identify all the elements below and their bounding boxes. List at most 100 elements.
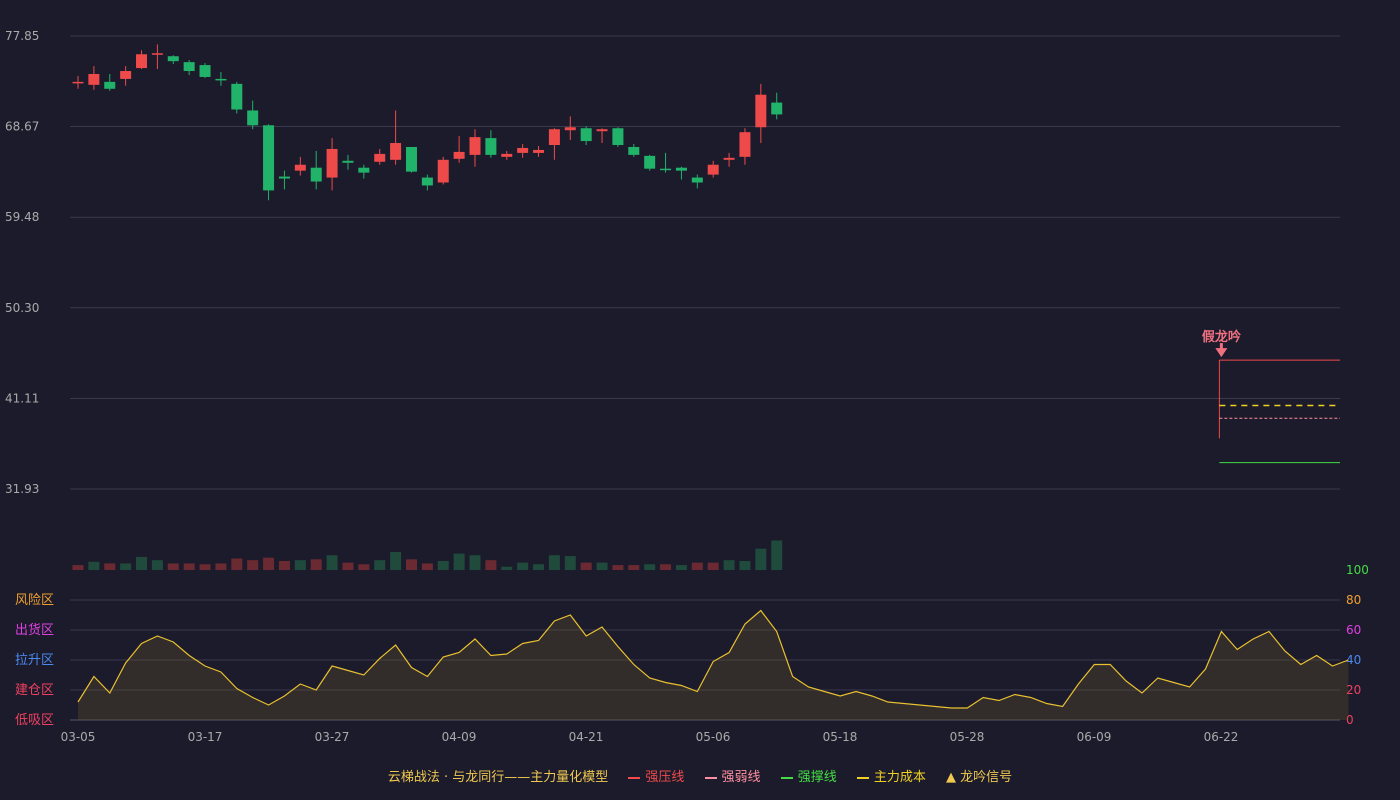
dashed-line-icon (856, 776, 869, 779)
volume-bar (151, 560, 163, 570)
indicator-area (78, 610, 1349, 720)
candle-body (136, 54, 148, 69)
indicator-tick-label: 100 (1346, 563, 1369, 577)
legend-label: 强弱线 (721, 770, 761, 785)
kline-chart: 77.85 68.67 59.48 50.30 41.11 31.93 100 80 60 40 2… (5, 29, 1369, 744)
volume-bar (167, 563, 179, 570)
candle-body (469, 137, 481, 155)
candle-body (691, 177, 703, 183)
volume-bar (374, 560, 386, 570)
volume-bar (342, 562, 354, 570)
candle-body (739, 132, 751, 157)
volume-bar (533, 564, 545, 570)
zone-label: 风险区 (15, 593, 54, 608)
candle-body (151, 53, 163, 55)
price-tick-label: 68.67 (5, 120, 39, 134)
candle-body (485, 138, 497, 155)
indicator-tick-label: 0 (1346, 713, 1354, 727)
volume-bar (120, 563, 132, 570)
x-tick-label: 03-05 (61, 730, 96, 744)
candle-body (453, 151, 465, 159)
candle-body (247, 110, 259, 126)
candle-body (596, 129, 608, 132)
candle-body (501, 153, 513, 157)
candle-body (421, 177, 433, 186)
x-tick-label: 05-06 (696, 730, 731, 744)
candle-body (310, 167, 322, 182)
candle-body (231, 83, 243, 110)
x-tick-label: 06-22 (1204, 730, 1239, 744)
candle-body (723, 157, 735, 160)
price-tick-label: 50.30 (5, 301, 39, 315)
x-tick-label: 04-09 (442, 730, 477, 744)
volume-bar (691, 562, 703, 570)
candle-body (644, 155, 656, 169)
volume-bar (405, 559, 417, 570)
legend-label: 强压线 (645, 770, 685, 785)
candle-body (326, 148, 338, 178)
volume-bar (501, 566, 513, 570)
candle-body (755, 94, 767, 128)
candle-body (104, 81, 116, 89)
x-tick-label: 03-27 (315, 730, 350, 744)
candle-body (358, 167, 370, 173)
volume-bar (517, 562, 529, 570)
volume-bar (199, 564, 211, 570)
volume-bar (88, 561, 100, 570)
candle-body (660, 168, 672, 171)
volume-bar (628, 565, 640, 570)
volume-bar (660, 564, 672, 570)
candle-body (628, 146, 640, 155)
legend-label: 龙吟信号 (960, 770, 1013, 785)
candle-body (564, 127, 576, 131)
volume-bar (183, 563, 195, 570)
volume-bar (278, 560, 290, 570)
legend-label: 强撑线 (797, 770, 837, 785)
volume-bar (707, 562, 719, 570)
volume-bar (548, 555, 560, 570)
volume-bar (453, 553, 465, 570)
volume-bar (326, 555, 338, 570)
volume-bar (675, 565, 687, 570)
candle-body (278, 176, 290, 179)
triangle-icon: ▲ (946, 770, 961, 785)
candle-body (390, 143, 402, 160)
zone-label: 拉升区 (15, 653, 54, 668)
volume-bar (739, 560, 751, 570)
x-tick-label: 05-18 (823, 730, 858, 744)
candle-body (374, 153, 386, 162)
volume-bar (231, 558, 243, 570)
volume-bar (294, 560, 306, 570)
candle-body (72, 81, 84, 84)
candle-body (120, 71, 132, 79)
legend-item-weak-pressure[interactable]: 强弱线 (704, 766, 761, 785)
legend-item-signal[interactable]: ▲ 龙吟信号 (946, 766, 1012, 785)
candle-body (675, 167, 687, 171)
indicator-tick-label: 40 (1346, 653, 1361, 667)
candle-body (405, 146, 417, 172)
legend-label: 主力成本 (873, 770, 926, 785)
solid-line-icon (628, 776, 641, 779)
candle-body (342, 160, 354, 163)
zone-label: 出货区 (15, 622, 54, 638)
volume-bar (644, 564, 656, 570)
volume-bar (596, 562, 608, 570)
legend-item-strong-pressure[interactable]: 强压线 (628, 766, 684, 785)
legend-item-strong-support[interactable]: 强撑线 (780, 766, 837, 785)
candle-body (437, 159, 449, 183)
volume-bar (136, 556, 148, 570)
price-tick-label: 77.85 (5, 29, 39, 43)
volume-bar (564, 556, 576, 570)
price-tick-label: 31.93 (5, 482, 39, 496)
candle-body (771, 102, 783, 115)
signal-label: 假龙吟 (1202, 329, 1241, 345)
volume-bar (485, 560, 497, 570)
candle-body (707, 164, 719, 175)
volume-bar (771, 540, 783, 570)
dashed-line-icon (704, 776, 717, 779)
candle-body (580, 128, 592, 142)
indicator-line (77, 609, 1349, 709)
legend-item-main-cost[interactable]: 主力成本 (856, 766, 926, 785)
x-tick-label: 05-28 (950, 730, 985, 744)
